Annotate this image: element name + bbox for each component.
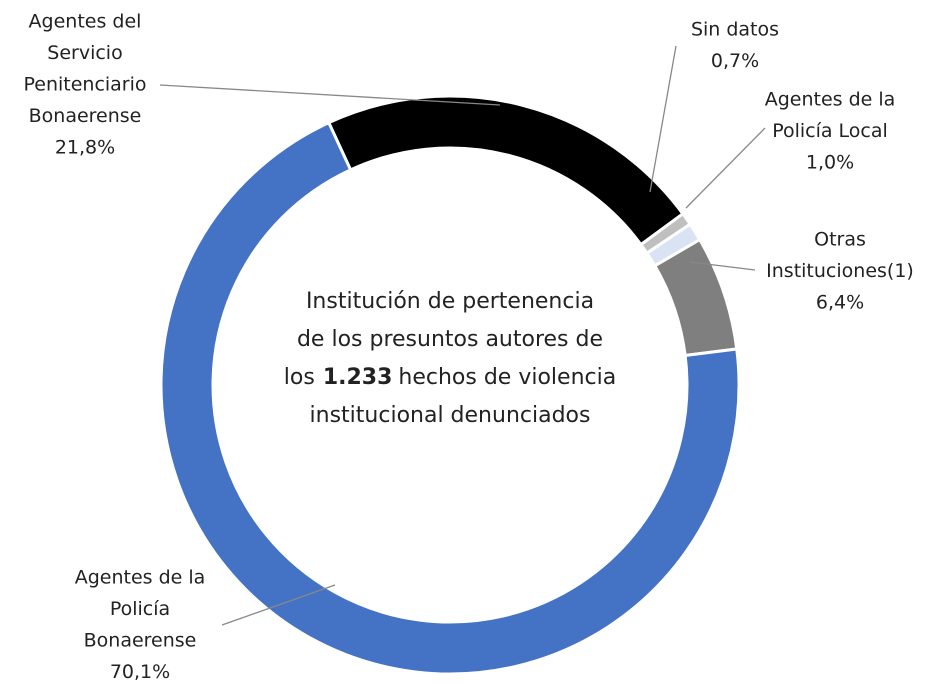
value-label: 21,8% — [55, 137, 115, 159]
center-text: de los presuntos autores de — [297, 327, 603, 352]
slice-label: Penitenciario — [23, 74, 146, 96]
center-text: institucional denunciados — [310, 403, 591, 428]
slice — [159, 120, 741, 676]
center-count: 1.233 — [323, 365, 393, 390]
center-text: los 1.233 hechos de violencia — [284, 365, 616, 390]
leader-line — [685, 127, 766, 209]
slice — [326, 94, 685, 247]
leader-line — [159, 84, 501, 106]
value-label: 6,4% — [816, 292, 864, 314]
center-label: Institución de pertenencia de los presun… — [284, 289, 616, 428]
slice-label: Instituciones(1) — [766, 260, 914, 282]
slice-label: Policía — [110, 598, 170, 620]
slice-label: Bonaerense — [84, 630, 197, 652]
leader-line — [221, 584, 336, 626]
slice-label: Bonaerense — [29, 105, 142, 127]
leader-line — [649, 45, 677, 193]
slice-label: Policía Local — [772, 120, 888, 142]
slice-label: Agentes de la — [75, 567, 206, 589]
center-text: Institución de pertenencia — [306, 289, 594, 314]
center-text: hechos de violencia — [398, 365, 616, 390]
value-label: 0,7% — [711, 50, 759, 72]
slice-label: Servicio — [47, 42, 122, 64]
slice-label: Otras — [814, 229, 866, 251]
value-label: 1,0% — [806, 152, 854, 174]
center-text: los — [284, 365, 315, 390]
slice-label: Agentes de la — [765, 89, 896, 111]
slice-label: Sin datos — [691, 19, 779, 41]
leader-line — [689, 261, 756, 271]
value-label: 70,1% — [110, 661, 170, 683]
slice — [652, 237, 739, 358]
slice-label: Agentes del — [29, 11, 142, 33]
